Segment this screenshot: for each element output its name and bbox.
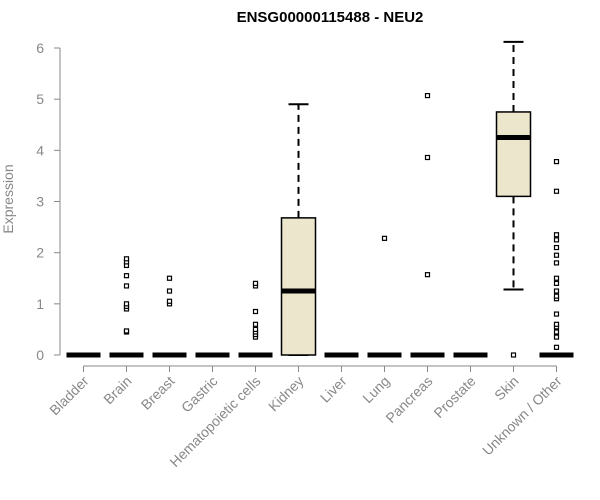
x-tick-label: Prostate	[430, 373, 478, 421]
box-brain	[109, 256, 144, 358]
outlier-point	[424, 92, 431, 99]
outlier-point	[166, 298, 173, 304]
x-tick-label: Gastric	[178, 373, 221, 416]
outlier-point	[252, 308, 259, 315]
x-tick-label: Kidney	[265, 373, 307, 415]
x-tick-label: Brain	[100, 373, 134, 407]
box-breast	[152, 275, 187, 358]
y-tick-label: 2	[36, 245, 44, 261]
outlier-point	[553, 252, 560, 258]
outlier-point	[553, 329, 560, 335]
boxplot-series	[66, 40, 574, 358]
outlier-point	[381, 235, 388, 241]
y-tick-label: 6	[36, 40, 44, 56]
x-tick-label: Bladder	[46, 373, 92, 419]
outlier-point	[553, 158, 560, 165]
box-unknown-other	[539, 158, 574, 358]
outlier-point	[123, 256, 130, 262]
x-tick-label: Breast	[138, 373, 178, 413]
x-tick-label: Lung	[359, 373, 392, 406]
outlier-point	[166, 288, 173, 294]
y-tick-label: 5	[36, 91, 44, 107]
x-tick-label: Skin	[491, 373, 522, 404]
outlier-point	[252, 321, 259, 327]
outlier-point	[553, 344, 560, 350]
x-tick-label: Liver	[317, 373, 350, 406]
y-tick-label: 4	[36, 142, 44, 158]
y-tick-label: 0	[36, 347, 44, 363]
outlier-point	[553, 237, 560, 243]
box-pancreas	[410, 92, 445, 358]
outlier-point	[252, 326, 259, 333]
outlier-point	[252, 280, 259, 286]
outlier-point	[424, 272, 431, 278]
outlier-point	[166, 275, 173, 281]
box-skin	[495, 40, 532, 358]
y-axis-label: Expression	[0, 164, 16, 233]
y-axis: 0 1 2 3 4 5 6	[36, 40, 61, 363]
outlier-point	[553, 334, 560, 340]
outlier-point	[553, 260, 560, 266]
outlier-point	[123, 301, 130, 307]
y-tick-label: 1	[36, 296, 44, 312]
y-tick-label: 3	[36, 194, 44, 210]
outlier-point	[123, 328, 130, 334]
outlier-point	[553, 232, 560, 238]
x-tick-label: Unknown / Other	[479, 373, 565, 459]
outlier-point	[553, 280, 560, 286]
outlier-point	[553, 321, 560, 327]
outlier-point	[553, 188, 560, 194]
outlier-point	[510, 352, 517, 358]
x-tick-label: Pancreas	[382, 373, 435, 426]
outlier-point	[553, 288, 560, 294]
box-iqr	[280, 217, 317, 356]
chart-title: ENSG00000115488 - NEU2	[237, 9, 424, 26]
outlier-point	[553, 275, 560, 281]
box-kidney	[280, 103, 317, 356]
outlier-point	[123, 283, 130, 289]
outlier-point	[553, 311, 560, 317]
outlier-point	[553, 244, 560, 251]
outlier-point	[424, 154, 431, 161]
box-hematopoietic-cells	[238, 280, 273, 358]
outlier-point	[123, 273, 130, 279]
outlier-point	[553, 293, 560, 299]
box-lung	[367, 235, 402, 358]
box-iqr	[495, 111, 532, 198]
